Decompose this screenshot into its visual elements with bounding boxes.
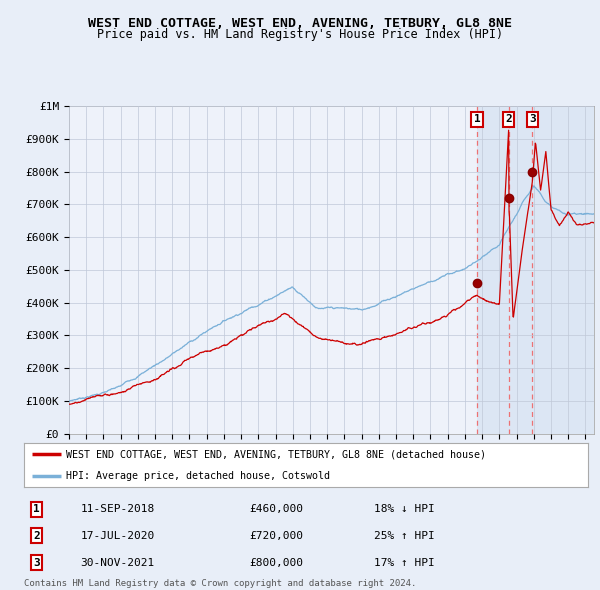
Text: £460,000: £460,000 xyxy=(250,504,304,514)
Text: 17-JUL-2020: 17-JUL-2020 xyxy=(80,530,155,540)
Text: £720,000: £720,000 xyxy=(250,530,304,540)
Text: WEST END COTTAGE, WEST END, AVENING, TETBURY, GL8 8NE: WEST END COTTAGE, WEST END, AVENING, TET… xyxy=(88,17,512,30)
Text: 3: 3 xyxy=(529,114,536,124)
Text: 17% ↑ HPI: 17% ↑ HPI xyxy=(374,558,434,568)
Text: 2: 2 xyxy=(505,114,512,124)
Text: £800,000: £800,000 xyxy=(250,558,304,568)
Text: 1: 1 xyxy=(473,114,481,124)
Text: Price paid vs. HM Land Registry's House Price Index (HPI): Price paid vs. HM Land Registry's House … xyxy=(97,28,503,41)
Text: HPI: Average price, detached house, Cotswold: HPI: Average price, detached house, Cots… xyxy=(66,471,331,481)
Text: 2: 2 xyxy=(33,530,40,540)
Text: 30-NOV-2021: 30-NOV-2021 xyxy=(80,558,155,568)
Text: 1: 1 xyxy=(33,504,40,514)
Bar xyxy=(69,106,477,434)
Text: 25% ↑ HPI: 25% ↑ HPI xyxy=(374,530,434,540)
Text: Contains HM Land Registry data © Crown copyright and database right 2024.
This d: Contains HM Land Registry data © Crown c… xyxy=(24,579,416,590)
Text: 3: 3 xyxy=(33,558,40,568)
Text: 11-SEP-2018: 11-SEP-2018 xyxy=(80,504,155,514)
Bar xyxy=(477,106,594,434)
Text: 18% ↓ HPI: 18% ↓ HPI xyxy=(374,504,434,514)
Text: WEST END COTTAGE, WEST END, AVENING, TETBURY, GL8 8NE (detached house): WEST END COTTAGE, WEST END, AVENING, TET… xyxy=(66,450,487,460)
